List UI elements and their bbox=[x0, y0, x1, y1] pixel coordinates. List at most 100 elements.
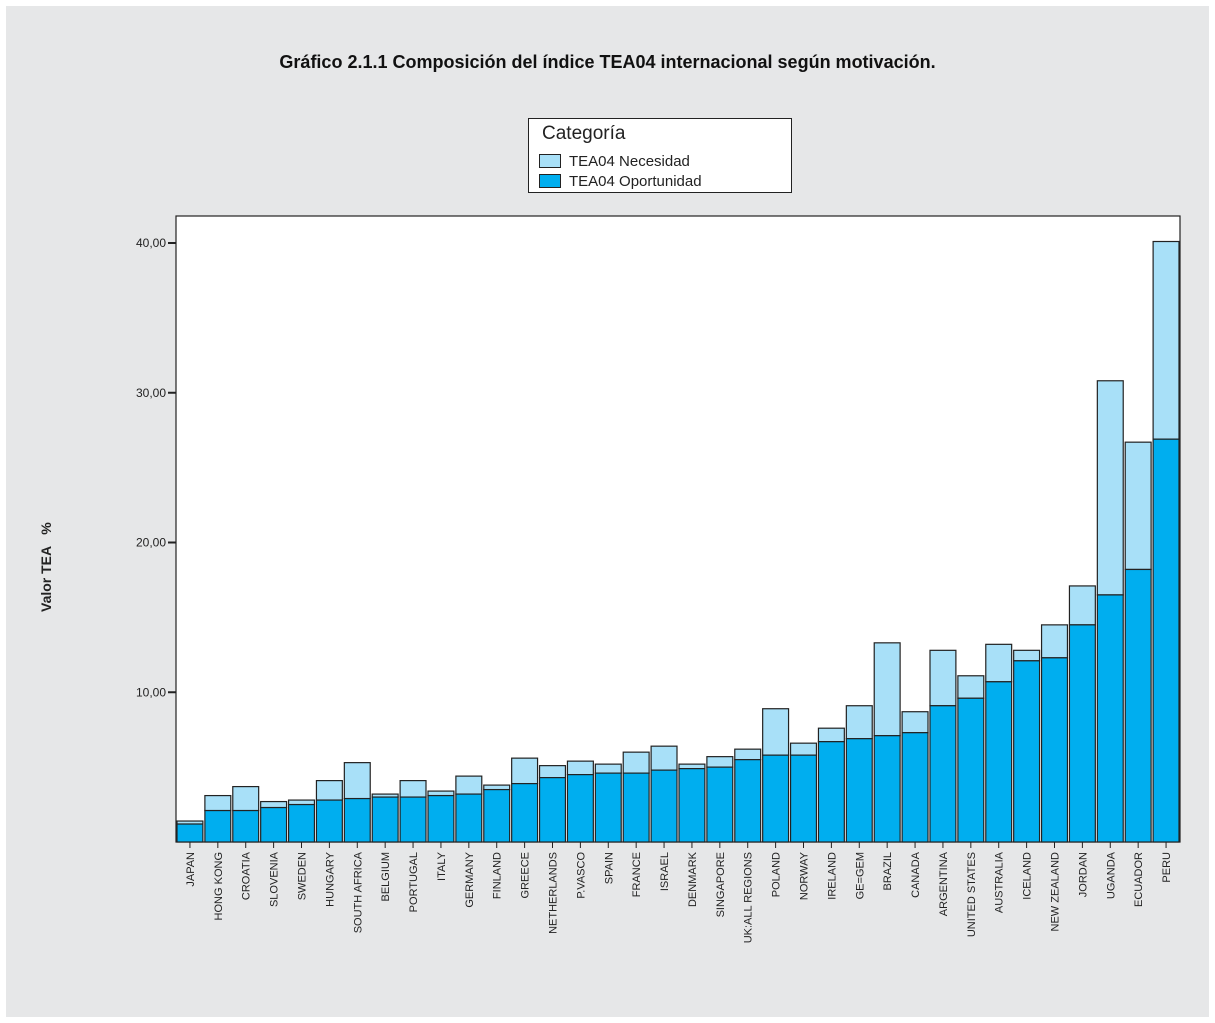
bar-necesidad bbox=[762, 708, 790, 756]
axes-layer: 10,00 20,00 30,00 40,00 JAPAN HONG KONG CROATI… bbox=[136, 236, 1173, 943]
bar-oportunidad bbox=[427, 794, 455, 843]
x-tick-label: IRELAND bbox=[826, 852, 838, 900]
x-tick-label: P.VASCO bbox=[575, 852, 587, 899]
x-tick-label: BELGIUM bbox=[380, 852, 392, 902]
bar-necesidad bbox=[566, 760, 594, 776]
bar-oportunidad bbox=[1152, 438, 1180, 843]
bar-oportunidad bbox=[817, 741, 845, 843]
bar-necesidad bbox=[1152, 240, 1180, 440]
bar-necesidad bbox=[901, 711, 929, 734]
x-tick-label: ECUADOR bbox=[1133, 852, 1145, 907]
bar-necesidad bbox=[929, 649, 957, 707]
x-tick-label: SLOVENIA bbox=[269, 851, 281, 907]
bar-oportunidad bbox=[566, 774, 594, 843]
bar-necesidad bbox=[594, 763, 622, 774]
bar-oportunidad bbox=[734, 759, 762, 843]
legend-swatch-necesidad bbox=[539, 154, 561, 168]
x-tick-label: CROATIA bbox=[241, 851, 253, 900]
x-tick-label: UK:ALL REGIONS bbox=[743, 852, 755, 943]
bar-oportunidad bbox=[176, 823, 204, 843]
bar-necesidad bbox=[789, 742, 818, 756]
bar-oportunidad bbox=[538, 777, 567, 843]
x-tick-label: ARGENTINA bbox=[938, 851, 950, 916]
x-tick-label: GERMANY bbox=[464, 851, 476, 907]
x-tick-label: GE=GEM bbox=[854, 852, 866, 899]
bar-oportunidad bbox=[260, 806, 288, 843]
bar-necesidad bbox=[343, 762, 371, 800]
x-tick-label: FRANCE bbox=[631, 852, 643, 897]
bar-oportunidad bbox=[343, 797, 371, 843]
x-tick-label: ITALY bbox=[436, 851, 448, 881]
bar-oportunidad bbox=[901, 732, 929, 843]
bar-oportunidad bbox=[1068, 624, 1096, 843]
bar-necesidad bbox=[1124, 441, 1152, 571]
x-tick-label: ICELAND bbox=[1022, 852, 1034, 900]
bar-necesidad bbox=[706, 756, 734, 768]
chart-title: Gráfico 2.1.1 Composición del índice TEA… bbox=[279, 52, 936, 72]
bar-oportunidad bbox=[455, 793, 483, 843]
bar-oportunidad bbox=[845, 738, 873, 843]
y-tick-label: 40,00 bbox=[136, 236, 166, 250]
plot-frame bbox=[175, 215, 1181, 843]
legend-swatch-oportunidad bbox=[539, 174, 561, 188]
bar-necesidad bbox=[985, 643, 1013, 683]
bar-oportunidad bbox=[1124, 568, 1152, 843]
bar-oportunidad bbox=[483, 788, 511, 843]
bar-necesidad bbox=[399, 780, 427, 798]
bar-necesidad bbox=[622, 751, 650, 774]
bar-oportunidad bbox=[594, 772, 622, 843]
bar-oportunidad bbox=[371, 796, 399, 843]
bar-oportunidad bbox=[929, 705, 957, 843]
bar-necesidad bbox=[1040, 624, 1069, 659]
legend: Categoría TEA04 Necesidad TEA04 Oportuni… bbox=[528, 118, 792, 193]
x-tick-label: DENMARK bbox=[687, 851, 699, 907]
bar-necesidad bbox=[650, 745, 678, 771]
x-tick-label: SOUTH AFRICA bbox=[352, 851, 364, 933]
x-tick-label: SINGAPORE bbox=[715, 852, 727, 917]
bar-oportunidad bbox=[232, 809, 260, 843]
x-tick-label: NEW ZEALAND bbox=[1050, 852, 1062, 932]
x-tick-label: HONG KONG bbox=[213, 852, 225, 920]
x-tick-label: AUSTRALIA bbox=[994, 851, 1006, 913]
bar-necesidad bbox=[483, 784, 511, 791]
x-tick-label: JORDAN bbox=[1077, 852, 1089, 897]
bar-oportunidad bbox=[1013, 660, 1041, 843]
bar-oportunidad bbox=[399, 796, 427, 843]
bar-oportunidad bbox=[622, 772, 650, 843]
bar-necesidad bbox=[455, 775, 483, 795]
bar-oportunidad bbox=[762, 754, 790, 843]
bar-oportunidad bbox=[985, 681, 1013, 843]
bar-necesidad bbox=[734, 748, 762, 761]
bar-necesidad bbox=[678, 763, 706, 770]
x-tick-label: FINLAND bbox=[492, 852, 504, 899]
bar-oportunidad bbox=[678, 768, 706, 843]
x-tick-label: UNITED STATES bbox=[966, 852, 978, 937]
y-tick-label: 20,00 bbox=[136, 536, 166, 550]
legend-label-necesidad: TEA04 Necesidad bbox=[569, 152, 690, 170]
bar-necesidad bbox=[957, 675, 985, 699]
bar-necesidad bbox=[817, 727, 845, 743]
bar-necesidad bbox=[204, 794, 232, 812]
bar-necesidad bbox=[1096, 380, 1124, 596]
bar-oportunidad bbox=[957, 697, 985, 843]
legend-entry-necesidad: TEA04 Necesidad bbox=[539, 152, 690, 170]
bar-oportunidad bbox=[1096, 594, 1124, 843]
x-tick-label: JAPAN bbox=[185, 852, 197, 887]
bar-oportunidad bbox=[287, 803, 316, 843]
x-tick-label: SWEDEN bbox=[297, 852, 309, 900]
x-tick-label: UGANDA bbox=[1105, 851, 1117, 899]
bar-oportunidad bbox=[873, 735, 901, 843]
bar-necesidad bbox=[260, 800, 288, 809]
bar-necesidad bbox=[1013, 649, 1041, 662]
x-tick-label: PERU bbox=[1161, 852, 1173, 883]
bar-necesidad bbox=[315, 780, 343, 801]
x-tick-label: GREECE bbox=[520, 852, 532, 898]
bar-oportunidad bbox=[1040, 657, 1069, 843]
bar-oportunidad bbox=[789, 754, 818, 843]
bar-necesidad bbox=[287, 799, 316, 806]
bar-oportunidad bbox=[204, 809, 232, 843]
x-tick-label: NETHERLANDS bbox=[548, 852, 560, 934]
bar-necesidad bbox=[873, 642, 901, 737]
x-tick-label: SPAIN bbox=[603, 852, 615, 884]
